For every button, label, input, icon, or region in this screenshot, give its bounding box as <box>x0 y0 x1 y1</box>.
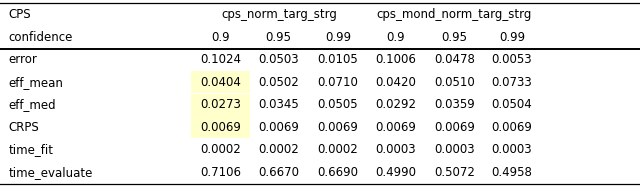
Text: 0.0069: 0.0069 <box>434 121 475 134</box>
Text: 0.95: 0.95 <box>442 31 467 44</box>
Text: 0.0002: 0.0002 <box>317 143 358 156</box>
Text: 0.0069: 0.0069 <box>492 121 532 134</box>
Text: 0.0003: 0.0003 <box>434 143 475 156</box>
Bar <box>191 116 250 138</box>
Text: 0.9: 0.9 <box>211 31 230 44</box>
Text: cps_mond_norm_targ_strg: cps_mond_norm_targ_strg <box>376 8 531 22</box>
Text: 0.0420: 0.0420 <box>375 76 416 89</box>
Text: 0.0733: 0.0733 <box>492 76 532 89</box>
Bar <box>191 94 250 116</box>
Text: 0.0345: 0.0345 <box>258 98 299 111</box>
Text: 0.99: 0.99 <box>325 31 351 44</box>
Text: 0.0292: 0.0292 <box>375 98 416 111</box>
Text: 0.0404: 0.0404 <box>200 76 241 89</box>
Text: 0.4958: 0.4958 <box>492 165 532 179</box>
Text: 0.0505: 0.0505 <box>317 98 358 111</box>
Text: 0.0504: 0.0504 <box>492 98 532 111</box>
Text: 0.0069: 0.0069 <box>200 121 241 134</box>
Text: time_fit: time_fit <box>8 143 53 156</box>
Text: 0.5072: 0.5072 <box>434 165 475 179</box>
Text: 0.0003: 0.0003 <box>375 143 416 156</box>
Text: 0.0359: 0.0359 <box>434 98 475 111</box>
Text: 0.6670: 0.6670 <box>258 165 299 179</box>
Text: eff_med: eff_med <box>8 98 56 111</box>
Text: 0.0105: 0.0105 <box>317 53 358 66</box>
Text: 0.0273: 0.0273 <box>200 98 241 111</box>
Text: 0.0002: 0.0002 <box>258 143 299 156</box>
Text: 0.9: 0.9 <box>386 31 405 44</box>
Text: error: error <box>8 53 37 66</box>
Text: 0.1024: 0.1024 <box>200 53 241 66</box>
Text: 0.0069: 0.0069 <box>375 121 416 134</box>
Text: CPS: CPS <box>8 8 31 22</box>
Text: 0.0502: 0.0502 <box>258 76 299 89</box>
Text: 0.99: 0.99 <box>499 31 525 44</box>
Text: 0.0003: 0.0003 <box>492 143 532 156</box>
Text: 0.0069: 0.0069 <box>258 121 299 134</box>
Text: confidence: confidence <box>8 31 73 44</box>
Text: 0.95: 0.95 <box>266 31 291 44</box>
Text: 0.0510: 0.0510 <box>434 76 475 89</box>
Text: 0.1006: 0.1006 <box>375 53 416 66</box>
Text: 0.0478: 0.0478 <box>434 53 475 66</box>
Text: 0.0053: 0.0053 <box>492 53 532 66</box>
Text: 0.0002: 0.0002 <box>200 143 241 156</box>
Bar <box>191 71 250 93</box>
Text: 0.0710: 0.0710 <box>317 76 358 89</box>
Text: 0.7106: 0.7106 <box>200 165 241 179</box>
Text: 0.0503: 0.0503 <box>258 53 299 66</box>
Text: eff_mean: eff_mean <box>8 76 63 89</box>
Text: cps_norm_targ_strg: cps_norm_targ_strg <box>221 8 337 22</box>
Text: 0.6690: 0.6690 <box>317 165 358 179</box>
Text: 0.0069: 0.0069 <box>317 121 358 134</box>
Text: 0.4990: 0.4990 <box>375 165 416 179</box>
Text: CRPS: CRPS <box>8 121 39 134</box>
Text: time_evaluate: time_evaluate <box>8 165 93 179</box>
